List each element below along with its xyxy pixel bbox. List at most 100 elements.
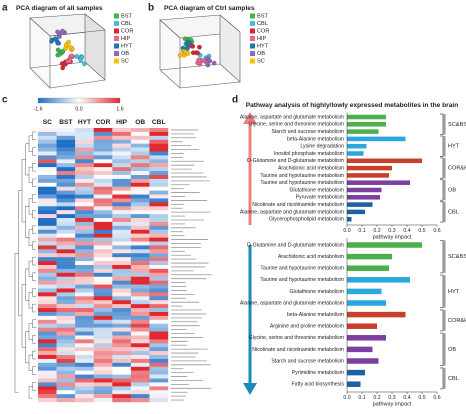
pathway-label: Glycine, serine and threonine metabolism bbox=[249, 335, 344, 341]
heatmap-cell bbox=[56, 163, 76, 168]
heatmap-cell bbox=[112, 268, 132, 274]
heatmap-cell bbox=[130, 151, 150, 156]
heatmap-cell bbox=[149, 225, 169, 230]
heatmap-cell bbox=[56, 276, 76, 281]
heatmap-cell bbox=[112, 323, 132, 328]
group-label: CBL bbox=[448, 209, 459, 215]
bar bbox=[347, 122, 386, 127]
heatmap-cell bbox=[38, 378, 57, 383]
dendrogram bbox=[32, 194, 36, 203]
heatmap-cell bbox=[130, 198, 150, 203]
heatmap-cell bbox=[93, 265, 113, 270]
pca-point bbox=[74, 54, 80, 59]
heatmap-cell bbox=[149, 131, 169, 137]
heatmap-cell bbox=[149, 218, 169, 223]
heatmap-cell bbox=[130, 210, 150, 215]
heatmap-cell bbox=[112, 308, 132, 313]
legend-label: COR bbox=[121, 28, 133, 34]
heatmap-cell bbox=[75, 292, 94, 297]
heatmap-cell bbox=[56, 308, 76, 313]
heatmap-cell bbox=[130, 257, 150, 262]
bar bbox=[347, 346, 373, 353]
heatmap-cell bbox=[93, 300, 113, 305]
heatmap-cell bbox=[149, 382, 169, 387]
group-bar bbox=[443, 135, 446, 157]
heatmap-cell bbox=[75, 182, 94, 187]
heatmap-cell bbox=[56, 147, 76, 152]
dendrogram bbox=[32, 303, 36, 313]
heatmap-cell bbox=[149, 245, 169, 250]
heatmap-cell bbox=[149, 390, 169, 395]
heatmap-cell bbox=[56, 167, 76, 172]
pathway-label: D-Glutamine and D-glutamate metabolism bbox=[247, 158, 344, 164]
heatmap-cell bbox=[38, 206, 57, 211]
heatmap-cell bbox=[149, 362, 169, 367]
group-bracket bbox=[440, 157, 444, 179]
heatmap-cell bbox=[56, 386, 76, 391]
heatmap-cell bbox=[130, 218, 150, 223]
group-bracket bbox=[440, 367, 444, 390]
heatmap-cell bbox=[149, 296, 169, 301]
heatmap-cell bbox=[56, 272, 76, 277]
heatmap-cell bbox=[75, 339, 94, 344]
heatmap-cell bbox=[130, 202, 150, 207]
heatmap-cell bbox=[56, 206, 76, 211]
x-tick-label: 0.2 bbox=[373, 395, 380, 401]
heatmap-cell bbox=[130, 343, 150, 348]
heatmap-cell bbox=[75, 280, 94, 285]
heatmap-cell bbox=[56, 355, 76, 360]
pca-point bbox=[194, 50, 199, 55]
column-label: COR bbox=[96, 119, 111, 126]
heatmap-cell bbox=[56, 323, 76, 328]
group-bar bbox=[443, 201, 446, 223]
heatmap-cell bbox=[38, 280, 57, 285]
pathway-label: Alanine, aspartate and glutamate metabol… bbox=[240, 114, 344, 120]
pca-point bbox=[197, 44, 202, 50]
pca-point bbox=[69, 53, 75, 59]
heatmap-cell bbox=[75, 194, 94, 199]
heatmap-cell bbox=[75, 261, 94, 266]
group-bar bbox=[443, 157, 446, 179]
group-bracket bbox=[440, 274, 444, 309]
heatmap-cell bbox=[149, 284, 169, 289]
heatmap-cell bbox=[112, 147, 132, 152]
group-label: HYT bbox=[448, 289, 460, 295]
group-bracket bbox=[440, 201, 444, 223]
heatmap-cell bbox=[38, 335, 57, 340]
heatmap-cell bbox=[38, 308, 57, 313]
heatmap-cell bbox=[93, 163, 113, 168]
heatmap-cell bbox=[112, 288, 132, 293]
heatmap-cell bbox=[93, 327, 113, 332]
heatmap-cell bbox=[75, 163, 94, 168]
heatmap-cell bbox=[112, 167, 132, 172]
heatmap-cell bbox=[38, 284, 57, 289]
group-label: SC&BST bbox=[448, 254, 466, 260]
heatmap-cell bbox=[56, 288, 76, 293]
heatmap-cell bbox=[75, 335, 94, 340]
heatmap-cell bbox=[130, 135, 150, 140]
heatmap-cell bbox=[56, 159, 76, 164]
heatmap-cell bbox=[38, 339, 57, 344]
heatmap-cell bbox=[56, 300, 76, 305]
legend-swatch bbox=[114, 43, 119, 49]
heatmap-cell bbox=[130, 190, 150, 195]
heatmap-cell bbox=[112, 214, 132, 219]
heatmap-cell bbox=[38, 351, 57, 356]
heatmap-cell bbox=[56, 280, 76, 285]
heatmap-cell bbox=[38, 374, 57, 379]
heatmap-cell bbox=[75, 272, 94, 277]
heatmap-cell bbox=[38, 343, 57, 348]
heatmap-cell bbox=[75, 155, 94, 160]
heatmap-cell bbox=[93, 210, 113, 215]
pca-point bbox=[68, 44, 73, 50]
heatmap-cell bbox=[149, 257, 169, 262]
group-bracket bbox=[440, 135, 444, 157]
x-axis-label: pathway impact bbox=[373, 401, 412, 407]
heatmap-cell bbox=[112, 315, 132, 320]
legend-label: CBL bbox=[121, 21, 132, 27]
legend-label: CBL bbox=[257, 21, 268, 27]
up-arrow bbox=[243, 112, 257, 225]
heatmap-cell bbox=[149, 237, 169, 242]
heatmap-cell bbox=[149, 253, 169, 258]
heatmap-cell bbox=[112, 300, 132, 305]
